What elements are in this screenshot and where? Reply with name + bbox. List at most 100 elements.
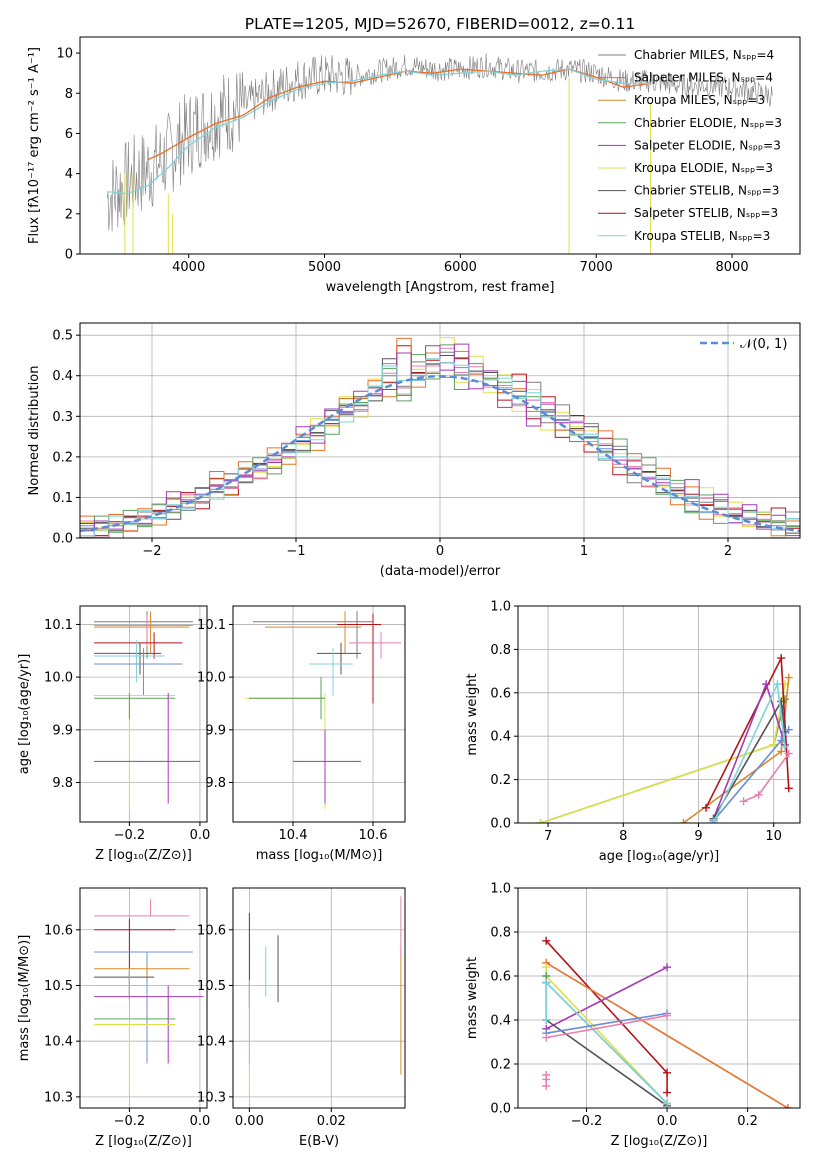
panel-spectrum: Chabrier MILES, Nₛₚₚ=4 Salpeter MILES, Nₛ…: [27, 36, 801, 295]
y-axis-label: mass weight: [465, 673, 480, 755]
legend-label: Salpeter STELIB, Nₛₚₚ=3: [634, 206, 778, 220]
x-tick-label: 6000: [444, 260, 477, 275]
legend-label: Chabrier MILES, Nₛₚₚ=4: [634, 48, 774, 62]
panel-mass-weight-vs-Z: −0.2 0.0 0.2 0.0 0.2 0.4 0.6 0.8 1.0 Z [log₁₀(Z/Z…: [465, 882, 801, 1149]
x-tick-label: 0: [436, 544, 444, 559]
data-point: [663, 963, 672, 972]
y-tick-label: 2: [65, 207, 73, 222]
x-tick-label: 10.6: [359, 828, 388, 843]
y-tick-label: 10.4: [44, 1035, 73, 1050]
y-tick-label: 0.3: [52, 410, 73, 425]
y-axis-label: Flux [fλ10⁻¹⁷ erg cm⁻² s⁻¹ A⁻¹]: [27, 47, 42, 244]
data-point: [777, 747, 786, 756]
y-tick-label: 0.8: [490, 643, 511, 658]
axes-frame: [517, 605, 801, 824]
data-point: [542, 978, 551, 987]
y-tick-label: 0.6: [490, 970, 511, 985]
y-tick-label: 0.0: [52, 532, 73, 547]
y-tick-label: 0.1: [52, 491, 73, 506]
x-axis-label: age [log₁₀(age/yr)]: [599, 849, 720, 864]
legend-label: Kroupa MILES, Nₛₚₚ=3: [634, 93, 765, 107]
plot-area: [106, 53, 773, 254]
y-tick-label: 10.5: [44, 979, 73, 994]
data-point: [663, 1099, 672, 1108]
plot-area: [80, 337, 800, 538]
x-tick-label: 10.4: [279, 828, 308, 843]
x-tick-label: 0.0: [190, 1114, 211, 1129]
series-line: [545, 966, 668, 1030]
x-tick-label: 8000: [716, 260, 749, 275]
legend-label: 𝒩(0, 1): [740, 337, 787, 352]
y-tick-label: 0.2: [490, 1058, 511, 1073]
x-axis-label: (data-model)/error: [380, 564, 501, 579]
legend-label: Salpeter ELODIE, Nₛₚₚ=3: [634, 138, 781, 152]
plot-area: [94, 611, 200, 812]
y-axis-label: mass weight: [465, 957, 480, 1039]
data-point: [739, 797, 748, 806]
x-axis-label: E(B-V): [299, 1134, 339, 1149]
plot-area: [245, 611, 401, 809]
series-line: [545, 980, 668, 1105]
legend-label: Kroupa STELIB, Nₛₚₚ=3: [634, 229, 770, 243]
y-axis-label: age [log₁₀(age/yr)]: [17, 654, 32, 775]
data-point: [679, 819, 688, 823]
x-tick-label: 1: [580, 544, 588, 559]
y-tick-label: 1.0: [490, 882, 511, 897]
y-tick-label: 8: [65, 87, 73, 102]
y-tick-label: 10.4: [197, 1035, 226, 1050]
y-tick-label: 10.5: [197, 979, 226, 994]
y-tick-label: 0.5: [52, 329, 73, 344]
y-tick-label: 9.9: [52, 723, 73, 738]
x-tick-label: −1: [286, 544, 305, 559]
series-line: [546, 1012, 668, 1034]
y-tick-label: 0: [65, 248, 73, 263]
data-point: [773, 680, 782, 689]
data-spectrum: [106, 53, 773, 232]
data-point: [784, 673, 793, 682]
data-point: [769, 740, 778, 749]
data-point: [663, 1088, 672, 1097]
panel-mass-vs-Z: −0.2 0.0 10.3 10.4 10.5 10.6 Z [log₁₀(Z/Z⊙)] ma…: [17, 887, 211, 1149]
y-tick-label: 10.0: [44, 671, 73, 686]
y-tick-label: 0.0: [490, 817, 511, 832]
series-line: [107, 68, 651, 195]
plot-area: [536, 654, 793, 823]
data-point: [784, 725, 793, 734]
axes-frame: [517, 887, 801, 1109]
data-point: [702, 803, 710, 812]
axes-frame: [79, 605, 208, 823]
data-point: [663, 1068, 672, 1077]
y-tick-label: 9.9: [205, 723, 226, 738]
y-tick-label: 0.4: [490, 1014, 511, 1029]
legend-label: Kroupa ELODIE, Nₛₚₚ=3: [634, 161, 773, 175]
y-tick-label: 10.0: [197, 671, 226, 686]
y-axis-label: Normed distribution: [27, 366, 42, 496]
y-tick-label: 0.2: [52, 450, 73, 465]
axes-frame: [232, 887, 406, 1109]
y-tick-label: 10.6: [197, 923, 226, 938]
plot-area: [94, 899, 204, 1097]
data-point: [762, 680, 771, 689]
y-tick-label: 10.3: [44, 1090, 73, 1105]
y-tick-label: 0.2: [490, 773, 511, 788]
y-tick-label: 10.1: [197, 618, 226, 633]
data-point: [542, 1016, 551, 1024]
x-tick-label: 0.02: [317, 1114, 346, 1129]
y-tick-label: 10.3: [197, 1090, 226, 1105]
series-line: [712, 729, 790, 822]
x-tick-label: −0.2: [114, 1114, 146, 1129]
histogram-series: [80, 355, 800, 534]
legend-label: Chabrier STELIB, Nₛₚₚ=3: [634, 184, 779, 198]
data-point: [784, 784, 793, 793]
x-tick-label: 9: [694, 829, 702, 844]
panel-age-vs-Z: −0.2 0.0 9.8 9.9 10.0 10.1 Z [log₁₀(Z/Z⊙)] age …: [17, 605, 210, 863]
data-point: [542, 936, 551, 945]
series-line: [545, 967, 668, 1105]
panel-mass-weight-vs-age: 7 8 9 10 0.0 0.2 0.4 0.6 0.8 1.0 age [log₁₀(age/yr…: [465, 600, 801, 864]
axes-frame: [79, 36, 801, 255]
data-point: [709, 819, 718, 823]
x-tick-label: 0.0: [657, 1114, 678, 1129]
axes-frame: [79, 887, 208, 1109]
x-tick-label: 7000: [580, 260, 613, 275]
